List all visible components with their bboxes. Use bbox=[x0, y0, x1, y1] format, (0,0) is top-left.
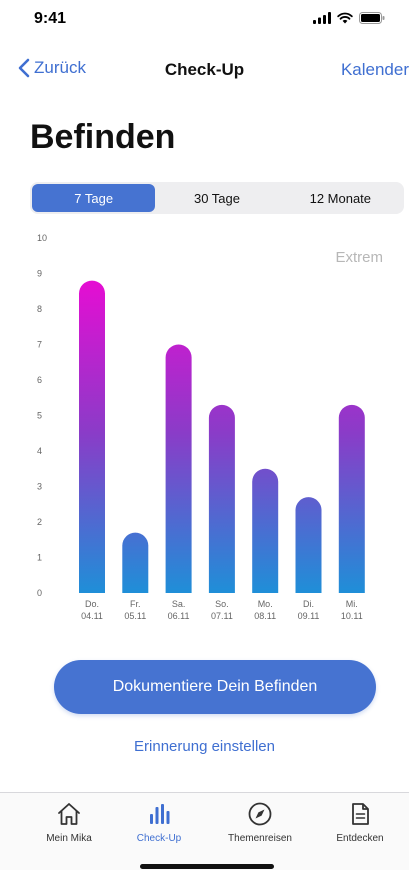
y-tick-label: 9 bbox=[37, 269, 42, 279]
nav-title: Check-Up bbox=[164, 60, 245, 79]
home-indicator bbox=[140, 864, 274, 869]
chart-bar[interactable] bbox=[122, 532, 149, 593]
tab-mein-mika[interactable]: Mein Mika bbox=[24, 801, 114, 844]
mood-bar-chart: 0 1 2 3 4 5 6 7 8 9 10 Extrem Do. 04.11 Fr. 05.11 Sa. 06.… bbox=[0, 225, 409, 645]
tab-label: Mein Mika bbox=[46, 833, 92, 844]
chart-bar[interactable] bbox=[338, 404, 365, 593]
calendar-button[interactable]: Kalender bbox=[340, 60, 409, 79]
back-button-label: Zurück bbox=[34, 58, 86, 77]
x-tick-day-label: Fr. bbox=[130, 599, 141, 609]
x-tick-day-label: So. bbox=[215, 599, 229, 609]
navigation-bar: Zurück Check-Up Kalender bbox=[0, 52, 409, 88]
x-tick-date-label: 09.11 bbox=[298, 611, 320, 621]
x-tick-date-label: 05.11 bbox=[124, 611, 146, 621]
tab-entdecken[interactable]: Entdecken bbox=[315, 801, 405, 844]
bar-chart-icon bbox=[150, 804, 170, 824]
tab-themenreisen[interactable]: Themenreisen bbox=[215, 801, 305, 844]
document-icon bbox=[352, 803, 369, 825]
x-tick-date-label: 07.11 bbox=[211, 611, 233, 621]
chart-bar[interactable] bbox=[208, 404, 235, 593]
y-tick-label: 10 bbox=[37, 233, 47, 243]
tab-label: Check-Up bbox=[136, 833, 182, 844]
y-tick-label: 1 bbox=[37, 553, 42, 563]
segment-7-days[interactable]: 7 Tage bbox=[32, 184, 156, 212]
status-time: 9:41 bbox=[34, 10, 67, 27]
y-tick-label: 6 bbox=[37, 375, 42, 385]
signal-icon bbox=[313, 12, 331, 24]
tab-label: Entdecken bbox=[336, 833, 384, 844]
x-tick-day-label: Mi. bbox=[346, 599, 358, 609]
x-tick-day-label: Mo. bbox=[258, 599, 273, 609]
chart-svg: 0 1 2 3 4 5 6 7 8 9 10 Extrem Do. 04.11 Fr. 05.11 Sa. 06.… bbox=[37, 233, 383, 621]
page-title: Befinden bbox=[30, 118, 176, 156]
x-tick-date-label: 10.11 bbox=[341, 611, 363, 621]
y-tick-label: 0 bbox=[37, 588, 42, 598]
chart-bar[interactable] bbox=[252, 468, 279, 593]
y-tick-label: 2 bbox=[37, 517, 42, 527]
y-tick-label: 5 bbox=[37, 411, 42, 421]
tab-bar: Mein Mika Check-Up Themenreisen Entdecke… bbox=[0, 792, 409, 870]
y-tick-label: 8 bbox=[37, 304, 42, 314]
chart-annotation: Extrem bbox=[335, 249, 383, 266]
x-tick-day-label: Di. bbox=[303, 599, 314, 609]
chart-bar[interactable] bbox=[295, 497, 322, 593]
document-mood-button[interactable]: Dokumentiere Dein Befinden bbox=[54, 660, 376, 714]
y-tick-label: 3 bbox=[37, 482, 42, 492]
battery-icon bbox=[359, 12, 385, 24]
back-button[interactable]: Zurück bbox=[18, 58, 86, 78]
x-tick-day-label: Sa. bbox=[172, 599, 186, 609]
wifi-icon bbox=[337, 12, 353, 24]
x-tick-day-label: Do. bbox=[85, 599, 99, 609]
home-icon bbox=[58, 803, 80, 825]
tab-label: Themenreisen bbox=[228, 833, 292, 844]
y-tick-label: 4 bbox=[37, 446, 42, 456]
compass-icon bbox=[248, 802, 272, 826]
segment-30-days[interactable]: 30 Tage bbox=[193, 190, 240, 206]
y-tick-label: 7 bbox=[37, 340, 42, 350]
status-icons bbox=[313, 12, 385, 24]
x-tick-date-label: 08.11 bbox=[254, 611, 276, 621]
x-tick-date-label: 06.11 bbox=[168, 611, 190, 621]
tab-check-up[interactable]: Check-Up bbox=[114, 801, 204, 844]
chart-bar[interactable] bbox=[79, 280, 105, 593]
chevron-left-icon bbox=[18, 58, 30, 78]
period-segmented-control: 7 Tage 30 Tage 12 Monate bbox=[30, 182, 404, 214]
chart-bar[interactable] bbox=[165, 344, 192, 594]
segment-12-months[interactable]: 12 Monate bbox=[309, 190, 372, 206]
x-tick-date-label: 04.11 bbox=[81, 611, 103, 621]
set-reminder-link[interactable]: Erinnerung einstellen bbox=[134, 738, 275, 755]
status-bar: 9:41 bbox=[0, 0, 409, 40]
